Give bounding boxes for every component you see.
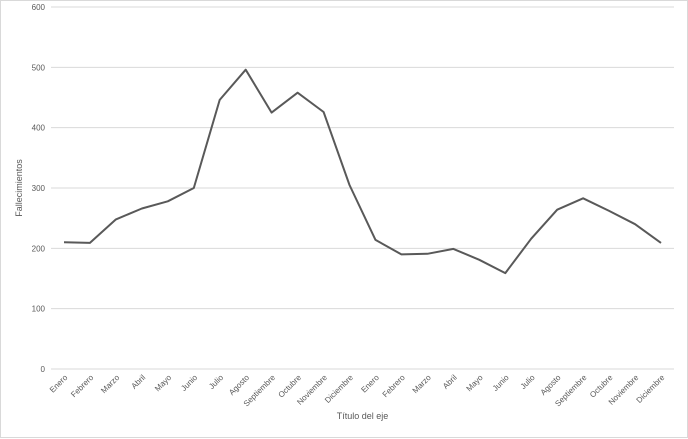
y-tick-label: 200 bbox=[32, 244, 46, 253]
y-axis-ticks: 0 100 200 300 400 500 600 bbox=[32, 3, 46, 374]
x-tick-label: Abril bbox=[441, 373, 459, 391]
y-tick-label: 500 bbox=[32, 63, 46, 72]
y-tick-label: 600 bbox=[32, 3, 46, 12]
gridlines bbox=[51, 7, 674, 369]
x-tick-label: Abril bbox=[130, 373, 148, 391]
y-tick-label: 100 bbox=[32, 305, 46, 314]
x-tick-label: Diciembre bbox=[323, 373, 355, 405]
x-tick-label: Enero bbox=[359, 373, 381, 395]
x-axis-title: Título del eje bbox=[337, 411, 389, 421]
x-tick-label: Junio bbox=[179, 373, 199, 393]
x-tick-label: Marzo bbox=[411, 373, 433, 395]
x-tick-label: Febrero bbox=[381, 373, 408, 400]
x-tick-label: Julio bbox=[519, 373, 537, 391]
x-tick-label: Enero bbox=[48, 373, 70, 395]
x-tick-label: Agosto bbox=[539, 373, 563, 397]
x-tick-label: Febrero bbox=[69, 373, 96, 400]
x-tick-label: Marzo bbox=[99, 373, 121, 395]
x-tick-label: Julio bbox=[207, 373, 225, 391]
x-tick-label: Junio bbox=[491, 373, 511, 393]
x-tick-label: Agosto bbox=[227, 373, 251, 397]
series-line bbox=[64, 70, 661, 273]
x-tick-label: Diciembre bbox=[635, 373, 667, 405]
series-group bbox=[64, 70, 661, 274]
y-tick-label: 300 bbox=[32, 184, 46, 193]
y-tick-label: 400 bbox=[32, 124, 46, 133]
x-tick-label: Mayo bbox=[465, 373, 486, 394]
y-axis-title: Fallecimientos bbox=[14, 159, 24, 217]
x-tick-label: Mayo bbox=[153, 373, 174, 394]
y-tick-label: 0 bbox=[41, 365, 46, 374]
